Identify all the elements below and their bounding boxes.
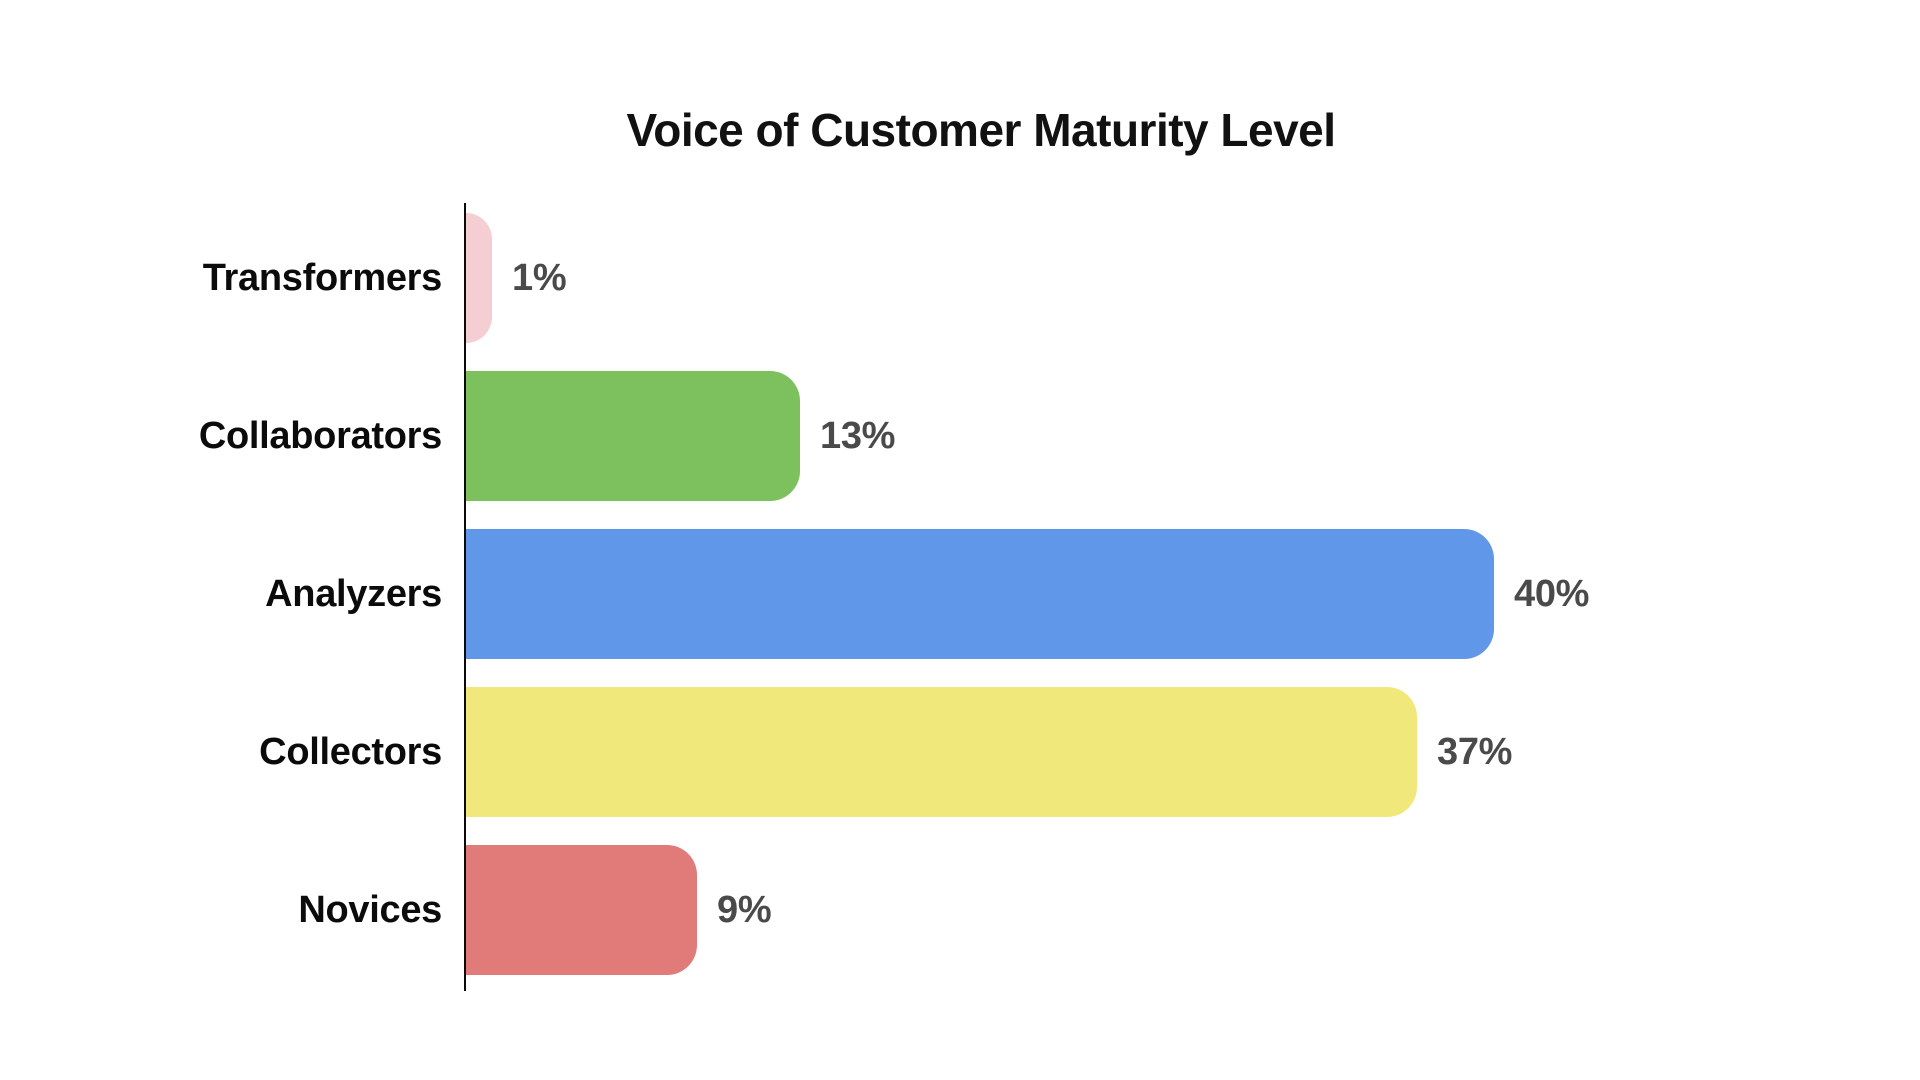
bar-analyzers [466, 529, 1494, 659]
bar-novices [466, 845, 697, 975]
value-label-transformers: 1% [512, 256, 567, 299]
category-label-analyzers: Analyzers [265, 572, 442, 615]
bar-track: 37% [466, 687, 1920, 817]
category-label-collaborators: Collaborators [198, 414, 442, 457]
value-label-collectors: 37% [1437, 730, 1513, 773]
y-axis-line [464, 203, 466, 991]
chart-title: Voice of Customer Maturity Level [626, 104, 1336, 156]
bar-row-analyzers: Analyzers 40% [0, 529, 1920, 659]
bar-track: 9% [466, 845, 1920, 975]
bar-row-transformers: Transformers 1% [0, 213, 1920, 343]
bar-rows: Transformers 1% Collaborators 13% Analyz… [0, 203, 1920, 975]
value-label-analyzers: 40% [1514, 572, 1590, 615]
bar-collaborators [466, 371, 800, 501]
category-label-novices: Novices [298, 888, 442, 931]
plot-area: Transformers 1% Collaborators 13% Analyz… [0, 203, 1920, 991]
bar-transformers [466, 213, 492, 343]
category-label-collectors: Collectors [259, 730, 442, 773]
bar-track: 40% [466, 529, 1920, 659]
bar-row-novices: Novices 9% [0, 845, 1920, 975]
bar-row-collaborators: Collaborators 13% [0, 371, 1920, 501]
value-label-novices: 9% [717, 888, 772, 931]
bar-track: 13% [466, 371, 1920, 501]
bar-collectors [466, 687, 1417, 817]
value-label-collaborators: 13% [820, 414, 896, 457]
bar-row-collectors: Collectors 37% [0, 687, 1920, 817]
category-label-transformers: Transformers [202, 256, 443, 299]
bar-track: 1% [466, 213, 1920, 343]
